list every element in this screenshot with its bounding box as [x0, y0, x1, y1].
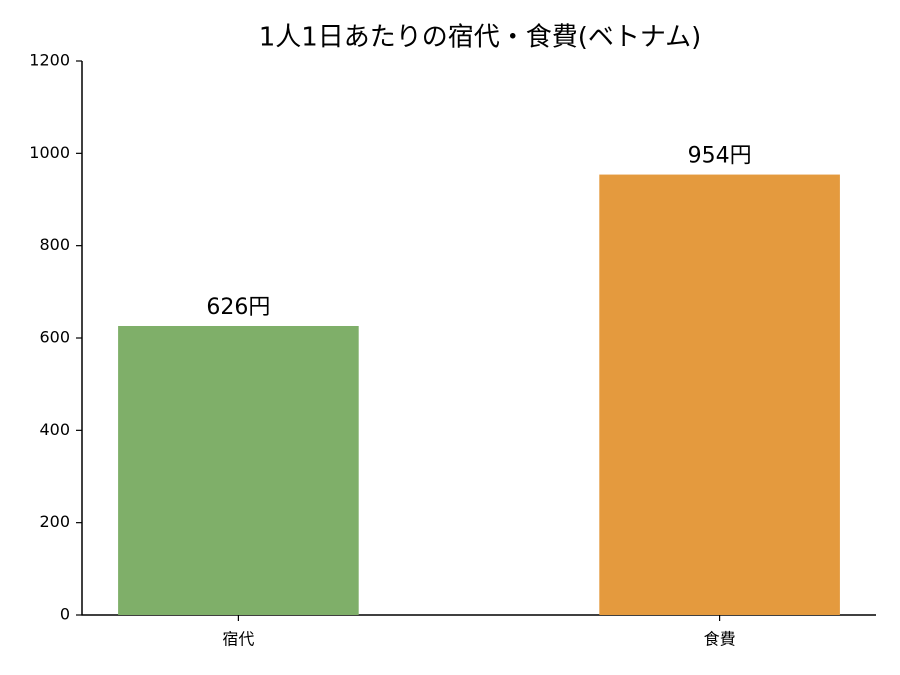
y-tick-label: 1000 [29, 143, 70, 162]
x-tick-label: 宿代 [222, 630, 254, 649]
chart-title: 1人1日あたりの宿代・食費(ベトナム) [259, 23, 702, 53]
y-tick-label: 200 [39, 512, 70, 531]
y-tick-label: 1200 [29, 51, 70, 70]
y-tick-label: 0 [60, 605, 70, 624]
y-tick-label: 600 [39, 328, 70, 347]
y-tick-label: 800 [39, 235, 70, 254]
bar [118, 325, 359, 615]
bar [599, 174, 840, 615]
y-tick-label: 400 [39, 420, 70, 439]
x-tick-label: 食費 [704, 630, 736, 649]
value-label: 626円 [206, 295, 270, 320]
value-label: 954円 [688, 144, 752, 169]
